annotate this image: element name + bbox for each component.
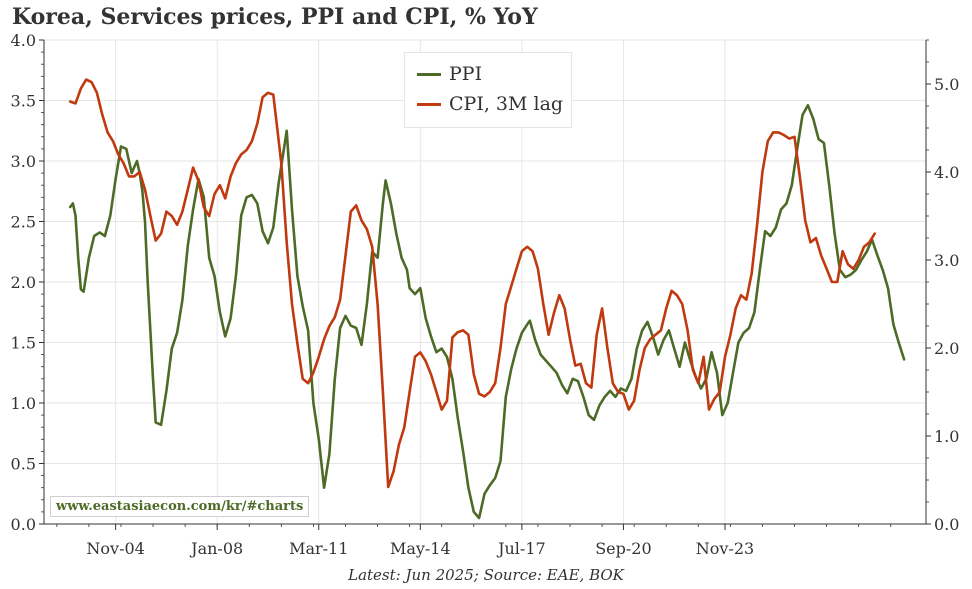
chart-title: Korea, Services prices, PPI and CPI, % Y…: [12, 4, 538, 30]
y-left-tick-label: 4.0: [11, 31, 36, 50]
y-left-tick-label: 1.0: [11, 394, 36, 413]
y-left-tick-label: 1.5: [11, 334, 36, 353]
x-tick-label: Mar-11: [289, 539, 348, 558]
y-right-tick-label: 4.0: [934, 163, 959, 182]
ppi-series-line: [68, 104, 906, 520]
legend-label-cpi: CPI, 3M lag: [449, 93, 564, 115]
legend-item-ppi: PPI: [417, 61, 482, 87]
legend-swatch-ppi: [417, 72, 441, 76]
series-layer: [68, 78, 906, 520]
cpi-series-line: [68, 78, 877, 489]
x-tick-label: Sep-20: [595, 539, 651, 558]
legend: PPI CPI, 3M lag: [404, 52, 572, 128]
y-right-tick-label: 1.0: [934, 427, 959, 446]
grid-lines: [44, 39, 926, 525]
x-tick-label: Jan-08: [189, 539, 243, 558]
legend-item-cpi: CPI, 3M lag: [417, 91, 563, 117]
y-left-tick-label: 0.0: [11, 515, 36, 534]
y-right-tick-label: 2.0: [934, 339, 959, 358]
x-tick-label: Nov-04: [86, 539, 144, 558]
y-left-tick-label: 2.0: [11, 273, 36, 292]
x-tick-label: May-14: [390, 539, 451, 558]
y-right-tick-label: 5.0: [934, 75, 959, 94]
x-tick-label: Nov-23: [696, 539, 754, 558]
y-left-tick-label: 2.5: [11, 213, 36, 232]
source-watermark: www.eastasiaecon.com/kr/#charts: [50, 496, 310, 517]
y-right-tick-label: 0.0: [934, 515, 959, 534]
y-left-tick-label: 3.5: [11, 92, 36, 111]
y-right-tick-label: 3.0: [934, 251, 959, 270]
y-left-tick-label: 3.0: [11, 152, 36, 171]
y-left-tick-label: 0.5: [11, 455, 36, 474]
legend-label-ppi: PPI: [449, 63, 483, 85]
chart-footer: Latest: Jun 2025; Source: EAE, BOK: [348, 566, 624, 584]
axes: 0.0 0.5 1.0 1.5 2.0 2.5 3.0 3.5 4.0 0.0 1.0 2.0 3.0 4…: [11, 31, 960, 558]
legend-swatch-cpi: [417, 102, 441, 106]
x-tick-label: Jul-17: [496, 539, 546, 558]
